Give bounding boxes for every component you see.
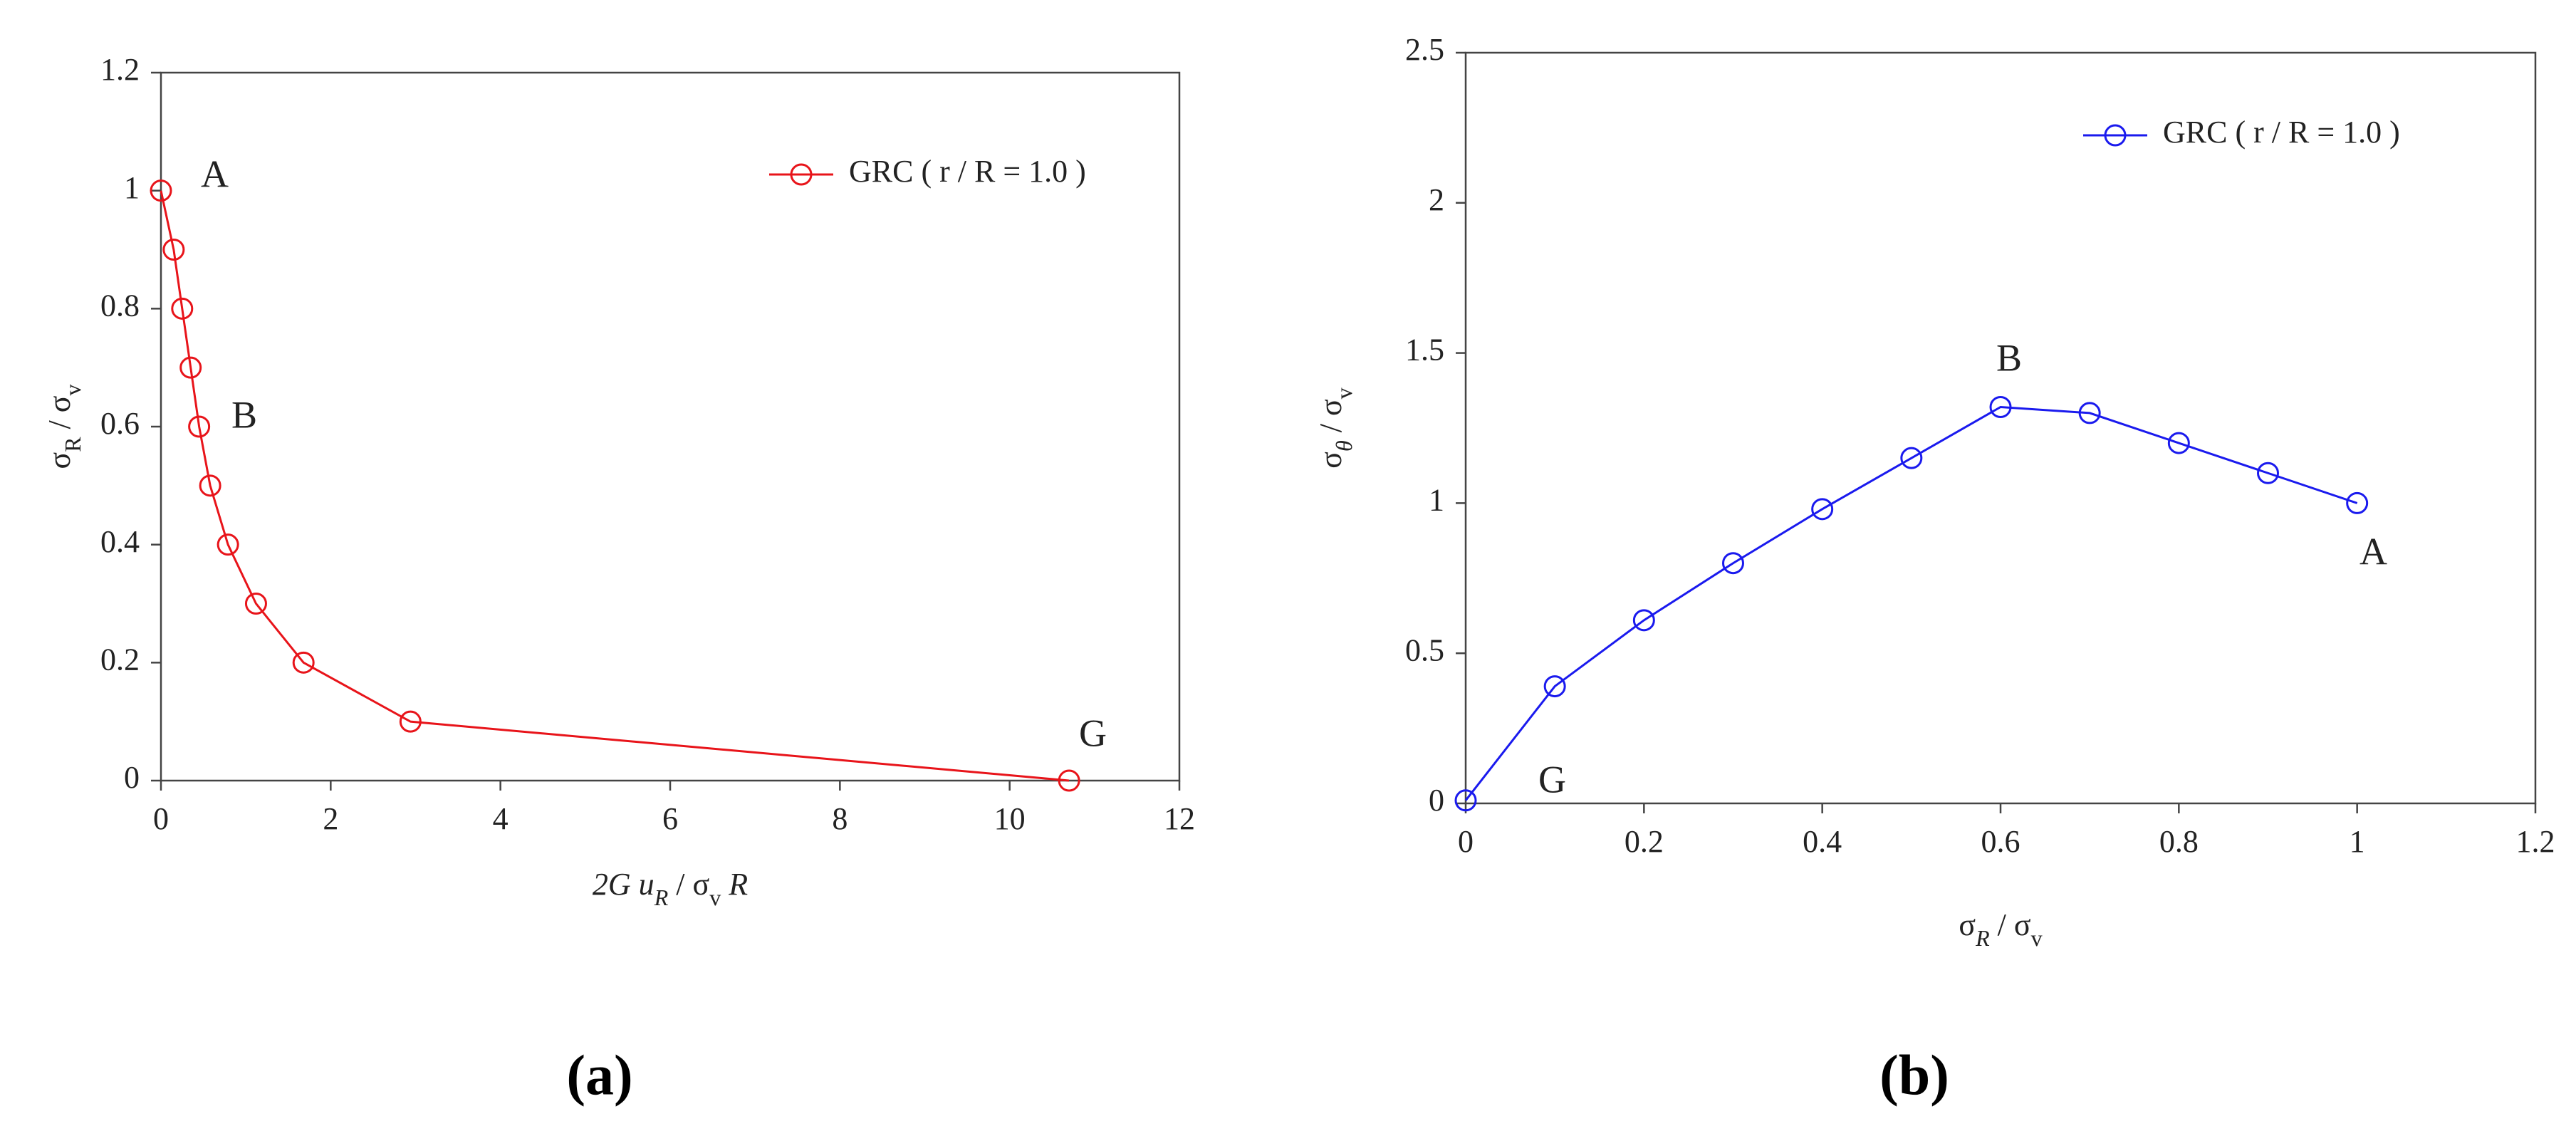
label-part: / σ — [1313, 399, 1348, 440]
caption: (b) — [1879, 1044, 1949, 1107]
data-point — [2078, 402, 2101, 424]
y-tick-label: 0 — [1429, 783, 1444, 818]
data-point — [2257, 462, 2279, 484]
y-tick-label: 0.5 — [1405, 632, 1444, 667]
y-tick-label: 0.4 — [100, 524, 140, 559]
annotation: A — [2359, 530, 2387, 573]
data-point — [2346, 491, 2369, 514]
y-tick-label: 1.2 — [100, 52, 140, 87]
data-point — [171, 297, 194, 320]
label-part: R — [60, 437, 85, 452]
y-axis-label: σR / σv — [42, 384, 85, 469]
data-point — [1989, 395, 2012, 418]
label-part: v — [1331, 387, 1357, 399]
data-point — [199, 474, 221, 497]
data-point — [150, 179, 172, 202]
data-point — [1543, 675, 1566, 698]
x-tick-label: 1.2 — [2516, 824, 2555, 859]
legend-marker — [2104, 124, 2127, 147]
data-point — [188, 415, 211, 438]
x-tick-label: 0.2 — [1625, 824, 1664, 859]
annotation: A — [201, 152, 229, 195]
data-point — [1722, 552, 1744, 575]
legend-marker — [790, 163, 813, 186]
annotation: B — [1996, 336, 2022, 379]
series-line — [160, 190, 1070, 782]
x-tick-label: 0.4 — [1803, 824, 1842, 859]
data-point — [162, 239, 185, 261]
data-point — [1632, 609, 1655, 632]
x-tick-label: 2 — [323, 801, 338, 836]
data-point — [217, 533, 239, 556]
y-tick-label: 0.2 — [100, 642, 140, 677]
label-part: R — [654, 885, 669, 910]
label-part: / σ — [668, 867, 709, 902]
data-point — [1058, 769, 1080, 792]
y-tick-label: 0.6 — [100, 406, 140, 441]
data-point — [1900, 447, 1923, 469]
y-tick-label: 1 — [1429, 482, 1444, 517]
annotation: G — [1079, 712, 1107, 754]
label-part: R — [1975, 925, 1990, 951]
label-part: v — [60, 384, 85, 395]
y-axis-label: σθ / σv — [1313, 387, 1357, 468]
annotation: G — [1538, 758, 1566, 801]
plot-frame — [1464, 51, 2537, 805]
y-tick-label: 0.8 — [100, 288, 140, 323]
label-part: v — [709, 885, 721, 910]
x-tick-label: 8 — [832, 801, 848, 836]
data-point — [1811, 498, 1834, 521]
legend-label: GRC ( r / R = 1.0 ) — [849, 154, 1086, 189]
label-part: σ — [1313, 452, 1348, 469]
data-point — [244, 593, 267, 615]
data-point — [179, 356, 202, 379]
label-part: / σ — [1990, 907, 2031, 942]
data-point — [399, 710, 422, 733]
y-tick-label: 0 — [124, 760, 140, 795]
y-tick-label: 1.5 — [1405, 333, 1444, 368]
series-line — [1464, 405, 2358, 801]
x-tick-label: 0 — [1458, 824, 1474, 859]
y-tick-label: 1 — [124, 170, 140, 205]
label-part: σ — [1959, 907, 1976, 942]
data-point — [2167, 432, 2190, 454]
x-tick-label: 6 — [662, 801, 678, 836]
x-tick-label: 0.8 — [2159, 824, 2199, 859]
label-part: / σ — [42, 395, 77, 437]
data-point — [1454, 789, 1477, 812]
x-tick-label: 1 — [2350, 824, 2365, 859]
label-part: R — [721, 867, 748, 902]
label-part: θ — [1331, 440, 1357, 452]
x-tick-label: 0.6 — [1981, 824, 2020, 859]
x-tick-label: 12 — [1164, 801, 1195, 836]
x-tick-label: 10 — [994, 801, 1026, 836]
y-tick-label: 2.5 — [1405, 32, 1444, 67]
y-tick-label: 2 — [1429, 182, 1444, 217]
legend-label: GRC ( r / R = 1.0 ) — [2163, 115, 2400, 150]
annotation: B — [231, 393, 257, 436]
x-axis-label: 2G uR / σv R — [593, 867, 748, 910]
label-part: σ — [42, 452, 77, 469]
x-axis-label: σR / σv — [1959, 907, 2042, 951]
x-tick-label: 0 — [153, 801, 169, 836]
data-point — [292, 651, 315, 674]
label-part: 2G u — [593, 867, 655, 902]
caption: (a) — [566, 1044, 632, 1107]
label-part: v — [2031, 925, 2043, 951]
x-tick-label: 4 — [493, 801, 509, 836]
